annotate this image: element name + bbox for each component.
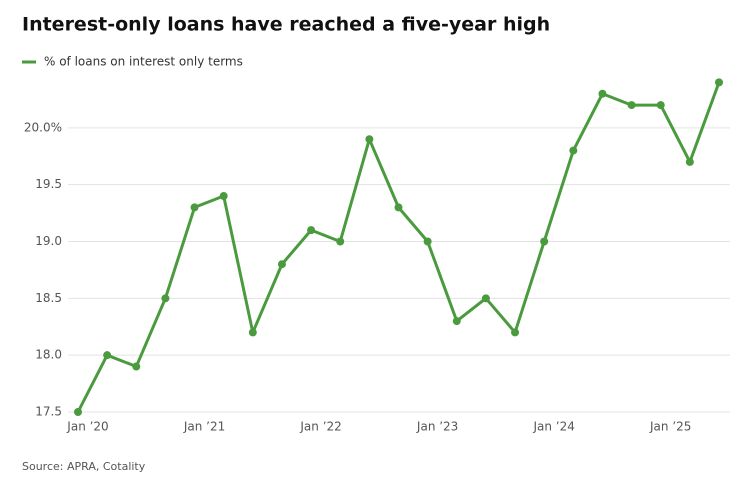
source: Source: APRA, Cotality [22, 460, 146, 473]
data-point [452, 317, 461, 326]
data-point [190, 203, 199, 212]
y-tick-label: 18.0 [35, 348, 62, 362]
data-point [365, 135, 374, 144]
x-tick-label: Jan ’25 [649, 420, 691, 434]
data-point [656, 101, 665, 110]
data-point [132, 362, 141, 371]
data-point [569, 146, 578, 155]
data-point [103, 351, 112, 360]
data-point [627, 101, 636, 110]
data-point [481, 294, 490, 303]
series-line [76, 81, 721, 413]
y-tick-label: 18.5 [35, 291, 62, 305]
chart-title: Interest-only loans have reached a five-… [22, 14, 550, 36]
x-tick-label: Jan ’20 [66, 420, 108, 434]
x-tick-label: Jan ’22 [299, 420, 341, 434]
data-point [715, 78, 723, 87]
y-tick-label: 20.0% [24, 120, 62, 134]
y-tick-label: 19.5 [35, 177, 62, 191]
data-point [336, 237, 345, 246]
legend-label: % of loans on interest only terms [44, 55, 243, 69]
data-point [248, 328, 257, 337]
data-point [161, 294, 170, 303]
data-point [598, 89, 607, 98]
x-tick-label: Jan ’24 [532, 420, 574, 434]
data-point [540, 237, 549, 246]
data-point [511, 328, 520, 337]
data-point [307, 226, 316, 235]
data-point [394, 203, 403, 212]
x-tick-label: Jan ’21 [183, 420, 225, 434]
data-point [685, 157, 694, 166]
data-point [277, 260, 286, 269]
data-point [423, 237, 432, 246]
y-tick-label: 19.0 [35, 234, 62, 248]
y-tick-label: 17.5 [35, 405, 62, 419]
data-point [219, 192, 228, 201]
x-tick-label: Jan ’23 [416, 420, 458, 434]
data-point [74, 408, 82, 416]
